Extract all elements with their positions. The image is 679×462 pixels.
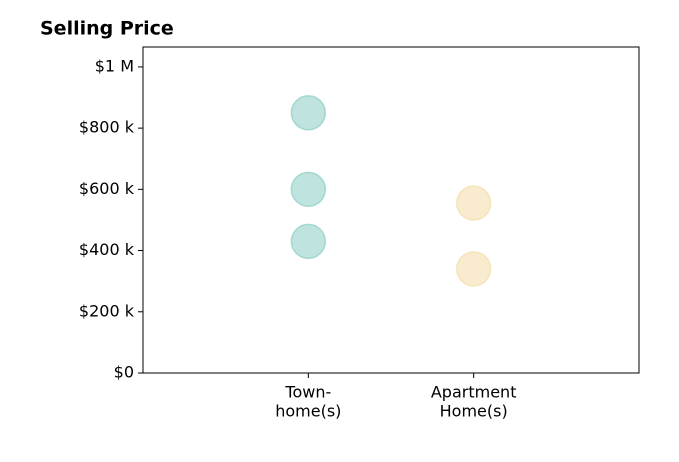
x-tick-label: Town- <box>284 383 331 402</box>
plot-frame <box>142 46 640 374</box>
point <box>290 95 327 131</box>
x-tick-label: Home(s) <box>440 402 508 421</box>
y-tick-label: $1 M <box>95 56 134 75</box>
x-tick-label: home(s) <box>275 402 341 421</box>
point <box>455 251 492 287</box>
x-tick-label: Apartment <box>431 383 517 402</box>
y-tick-label: $800 k <box>79 118 135 137</box>
y-tick-label: $600 k <box>79 179 135 198</box>
point <box>290 171 327 208</box>
point <box>290 223 327 260</box>
y-tick-label: $400 k <box>79 240 135 259</box>
y-tick-label: $200 k <box>79 301 135 320</box>
point <box>455 185 492 221</box>
y-tick-label: $0 <box>114 363 134 382</box>
chart-title: Selling Price <box>40 18 174 40</box>
